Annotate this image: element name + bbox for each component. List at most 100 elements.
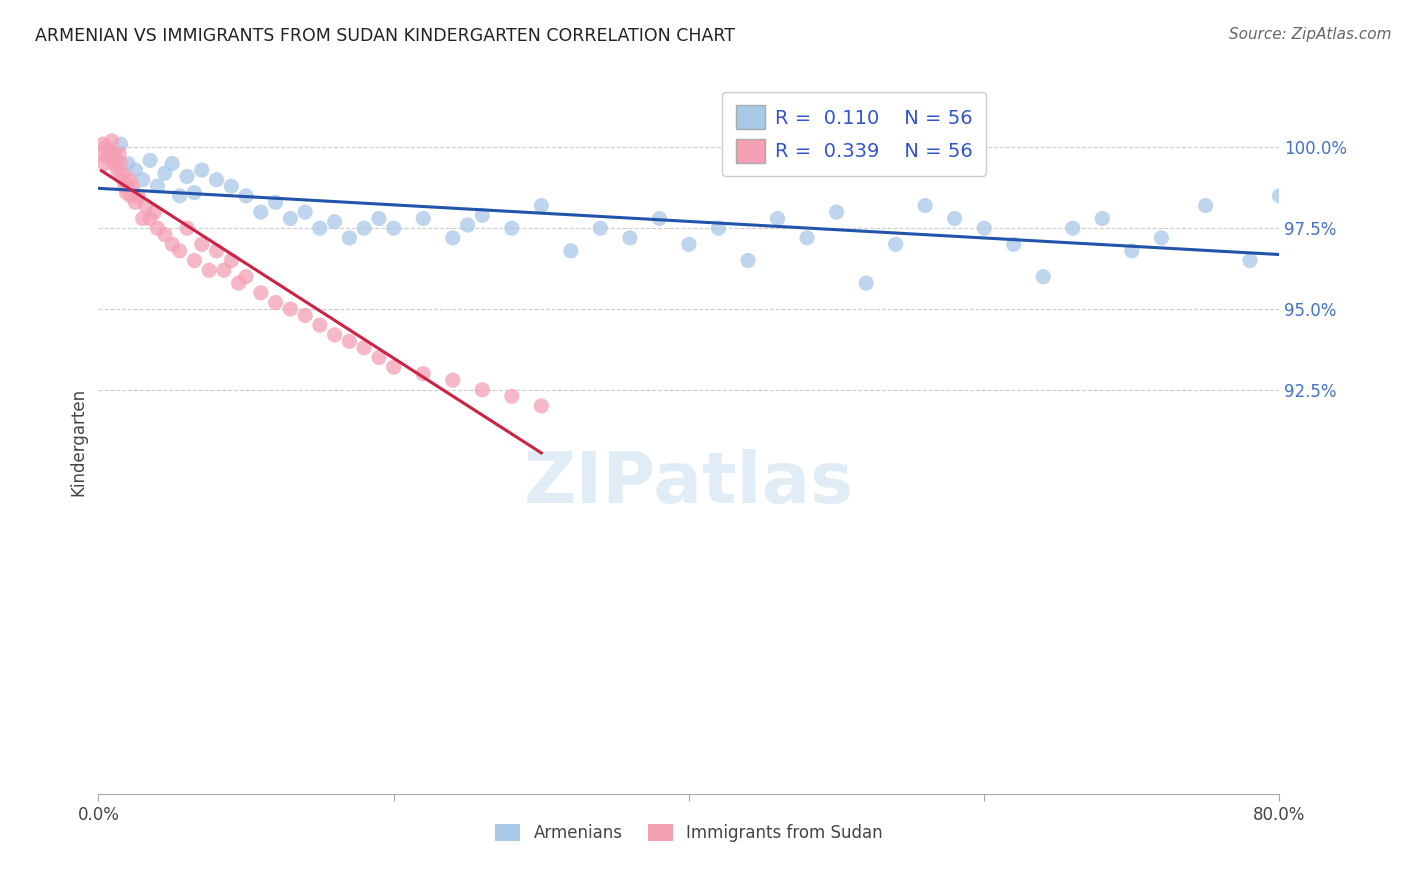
Point <box>110 137 132 152</box>
Point <box>162 237 183 252</box>
Point <box>309 318 332 333</box>
Point <box>183 186 205 200</box>
Point <box>884 237 907 252</box>
Point <box>501 389 523 403</box>
Point <box>294 205 316 219</box>
Point <box>471 383 494 397</box>
Point <box>111 166 134 180</box>
Point <box>235 269 257 284</box>
Point <box>368 211 391 226</box>
Point <box>153 227 176 242</box>
Point <box>1239 253 1261 268</box>
Text: ARMENIAN VS IMMIGRANTS FROM SUDAN KINDERGARTEN CORRELATION CHART: ARMENIAN VS IMMIGRANTS FROM SUDAN KINDER… <box>35 27 735 45</box>
Point <box>96 150 118 164</box>
Point <box>457 218 479 232</box>
Point <box>250 285 273 300</box>
Point <box>294 309 316 323</box>
Point <box>309 221 332 235</box>
Point <box>146 179 169 194</box>
Point <box>205 244 228 258</box>
Point <box>110 156 132 170</box>
Point <box>707 221 730 235</box>
Point <box>648 211 671 226</box>
Point <box>264 195 287 210</box>
Point <box>855 276 877 290</box>
Point <box>183 253 205 268</box>
Point <box>353 341 375 355</box>
Point <box>124 163 146 178</box>
Point <box>90 146 112 161</box>
Point <box>1062 221 1084 235</box>
Point <box>221 179 243 194</box>
Point <box>1032 269 1054 284</box>
Point <box>117 179 139 194</box>
Point <box>560 244 582 258</box>
Point <box>118 172 141 186</box>
Point <box>139 211 162 226</box>
Point <box>169 189 191 203</box>
Point <box>825 205 848 219</box>
Point <box>205 172 228 186</box>
Point <box>737 253 759 268</box>
Point <box>530 399 553 413</box>
Point <box>382 360 405 375</box>
Point <box>108 146 131 161</box>
Point <box>412 367 434 381</box>
Point <box>107 163 129 178</box>
Point <box>198 263 221 277</box>
Point <box>124 195 146 210</box>
Point <box>221 253 243 268</box>
Point <box>98 146 121 161</box>
Point <box>114 179 136 194</box>
Point <box>104 146 127 161</box>
Point <box>120 189 142 203</box>
Point <box>1150 231 1173 245</box>
Point <box>191 163 214 178</box>
Point <box>146 221 169 235</box>
Point <box>162 156 183 170</box>
Legend: Armenians, Immigrants from Sudan: Armenians, Immigrants from Sudan <box>489 817 889 849</box>
Point <box>501 221 523 235</box>
Point <box>441 231 464 245</box>
Text: ZIPatlas: ZIPatlas <box>524 450 853 518</box>
Point <box>943 211 966 226</box>
Point <box>235 189 257 203</box>
Point <box>212 263 235 277</box>
Point <box>117 156 139 170</box>
Point <box>1091 211 1114 226</box>
Point <box>412 211 434 226</box>
Point <box>914 198 936 212</box>
Point <box>264 295 287 310</box>
Point <box>280 301 302 316</box>
Point <box>339 231 361 245</box>
Point <box>441 373 464 387</box>
Point <box>169 244 191 258</box>
Point <box>1195 198 1218 212</box>
Point <box>105 153 128 168</box>
Point <box>132 172 155 186</box>
Point <box>112 172 135 186</box>
Point <box>323 327 346 342</box>
Point <box>94 140 117 154</box>
Y-axis label: Kindergarten: Kindergarten <box>69 387 87 496</box>
Point <box>796 231 818 245</box>
Point <box>121 179 143 194</box>
Point <box>139 153 162 168</box>
Point <box>1002 237 1025 252</box>
Point <box>93 156 115 170</box>
Point <box>143 205 166 219</box>
Point <box>132 211 155 226</box>
Point <box>619 231 641 245</box>
Point <box>153 166 176 180</box>
Point <box>471 208 494 222</box>
Text: Source: ZipAtlas.com: Source: ZipAtlas.com <box>1229 27 1392 42</box>
Point <box>589 221 612 235</box>
Point <box>91 137 114 152</box>
Point <box>115 186 138 200</box>
Point <box>280 211 302 226</box>
Point <box>176 221 198 235</box>
Point <box>103 156 125 170</box>
Point <box>97 144 120 158</box>
Point <box>339 334 361 349</box>
Point <box>176 169 198 184</box>
